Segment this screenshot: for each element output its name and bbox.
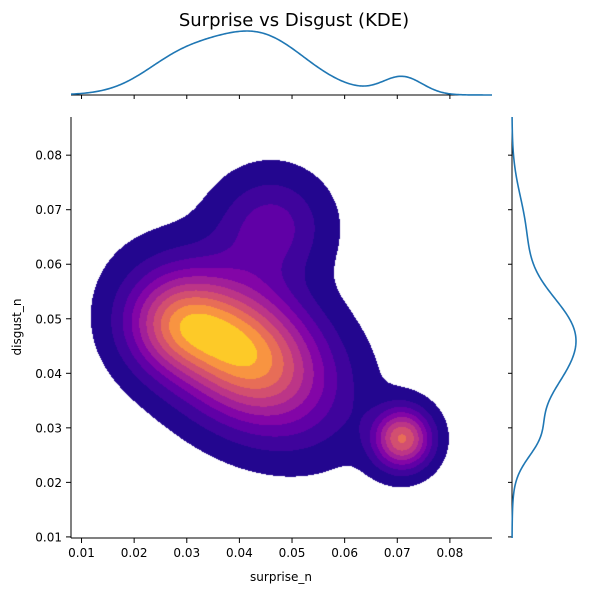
kde-density-area (71, 117, 492, 538)
y-tick-label: 0.08 (35, 149, 62, 163)
x-tick-label: 0.03 (173, 546, 200, 560)
top-marginal (70, 30, 492, 99)
top-marginal-ticks (81, 95, 451, 99)
x-tick-label: 0.05 (279, 546, 306, 560)
x-tick-label: 0.04 (226, 546, 253, 560)
y-tick-label: 0.02 (35, 476, 62, 490)
top-marginal-kde-line (70, 30, 492, 96)
x-axis-label: surprise_n (250, 570, 312, 584)
y-tick-label: 0.01 (35, 530, 62, 544)
x-tick-label: 0.02 (121, 546, 148, 560)
x-tick-label: 0.01 (68, 546, 95, 560)
x-tick-label: 0.06 (331, 546, 358, 560)
right-marginal (508, 116, 577, 539)
right-marginal-kde-line (511, 116, 577, 539)
main-plot: 0.01 0.02 0.03 0.04 0.05 0.06 0.07 0.08 0.010.0… (10, 117, 492, 584)
y-tick-label: 0.07 (35, 203, 62, 217)
y-axis-ticks: 0.01 0.02 0.03 0.04 0.05 0.06 0.07 0.08 (35, 149, 71, 544)
y-tick-label: 0.05 (35, 312, 62, 326)
x-tick-label: 0.07 (384, 546, 411, 560)
y-tick-label: 0.06 (35, 258, 62, 272)
y-tick-label: 0.04 (35, 367, 62, 381)
y-tick-label: 0.03 (35, 421, 62, 435)
right-marginal-ticks (508, 154, 512, 538)
x-tick-label: 0.08 (437, 546, 464, 560)
y-axis-label: disgust_n (10, 299, 24, 356)
chart-title: Surprise vs Disgust (KDE) (179, 10, 409, 31)
x-axis-ticks: 0.01 0.02 0.03 0.04 0.05 0.06 0.07 0.08 (68, 538, 463, 560)
